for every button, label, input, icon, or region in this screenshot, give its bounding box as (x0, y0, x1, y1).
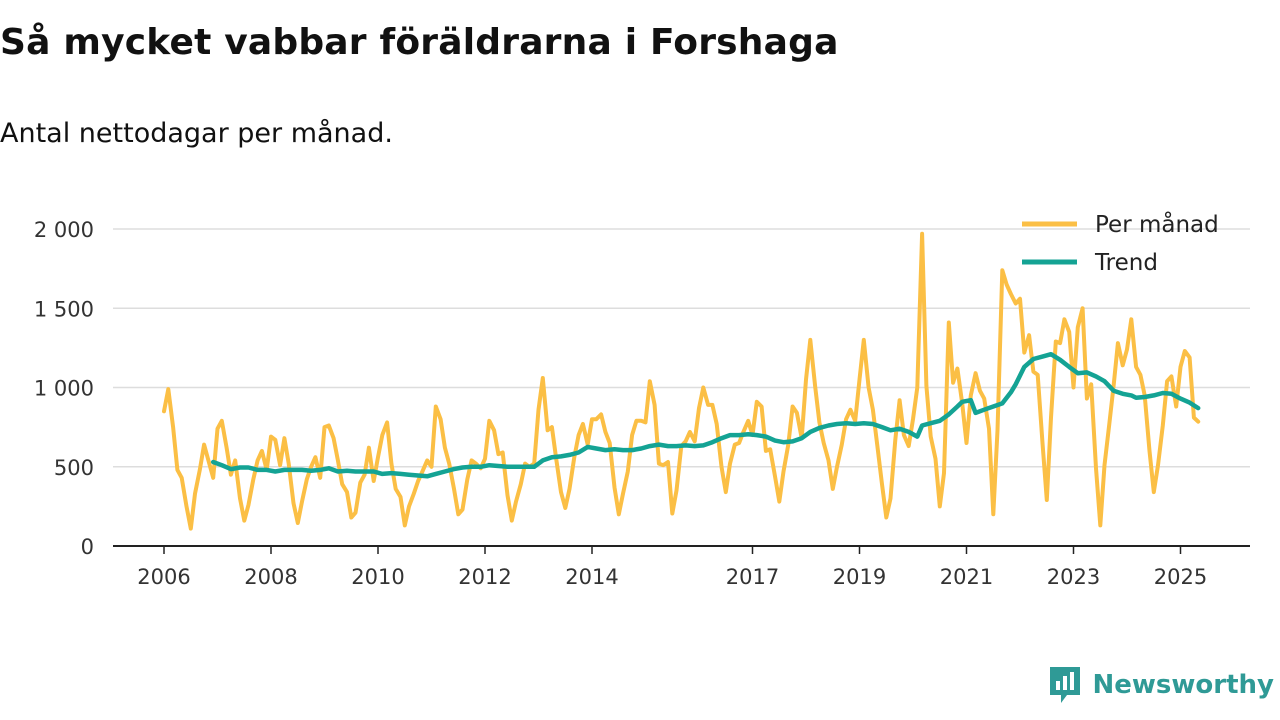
x-tick-label: 2025 (1154, 565, 1207, 589)
x-axis: 2006 2008 2010 2012 2014 2017 2019 2021 2023 2025 (113, 545, 1250, 589)
x-tick-label: 2017 (726, 565, 779, 589)
x-tick-label: 2021 (940, 565, 993, 589)
x-tick-label: 2008 (244, 565, 297, 589)
y-tick-label: 500 (54, 456, 94, 480)
y-axis-labels: 0 500 1 000 1 500 2 000 (34, 218, 94, 559)
legend: Per månad Trend (1022, 210, 1219, 276)
y-tick-label: 1 000 (34, 377, 94, 401)
x-tick-label: 2019 (833, 565, 886, 589)
series-lines (162, 231, 1201, 531)
newsworthy-logo-icon (1049, 667, 1080, 703)
gridlines (113, 228, 1250, 468)
series-line-per-manad (162, 231, 1201, 531)
x-tick-label: 2010 (351, 565, 404, 589)
newsworthy-logo: Newsworthy (1047, 662, 1274, 708)
y-tick-label: 1 500 (34, 297, 94, 321)
x-tick-label: 2014 (565, 565, 618, 589)
series-line-trend (210, 351, 1201, 479)
x-tick-label: 2023 (1047, 565, 1100, 589)
brand-name: Newsworthy (1092, 670, 1274, 700)
x-tick-label: 2012 (458, 565, 511, 589)
y-tick-label: 0 (81, 535, 94, 559)
chart-title: Så mycket vabbar föräldrarna i Forshaga (0, 22, 839, 63)
legend-label: Per månad (1095, 210, 1219, 238)
y-tick-label: 2 000 (34, 218, 94, 242)
chart-subtitle: Antal nettodagar per månad. (0, 118, 393, 149)
x-tick-label: 2006 (137, 565, 190, 589)
legend-label: Trend (1094, 250, 1158, 276)
